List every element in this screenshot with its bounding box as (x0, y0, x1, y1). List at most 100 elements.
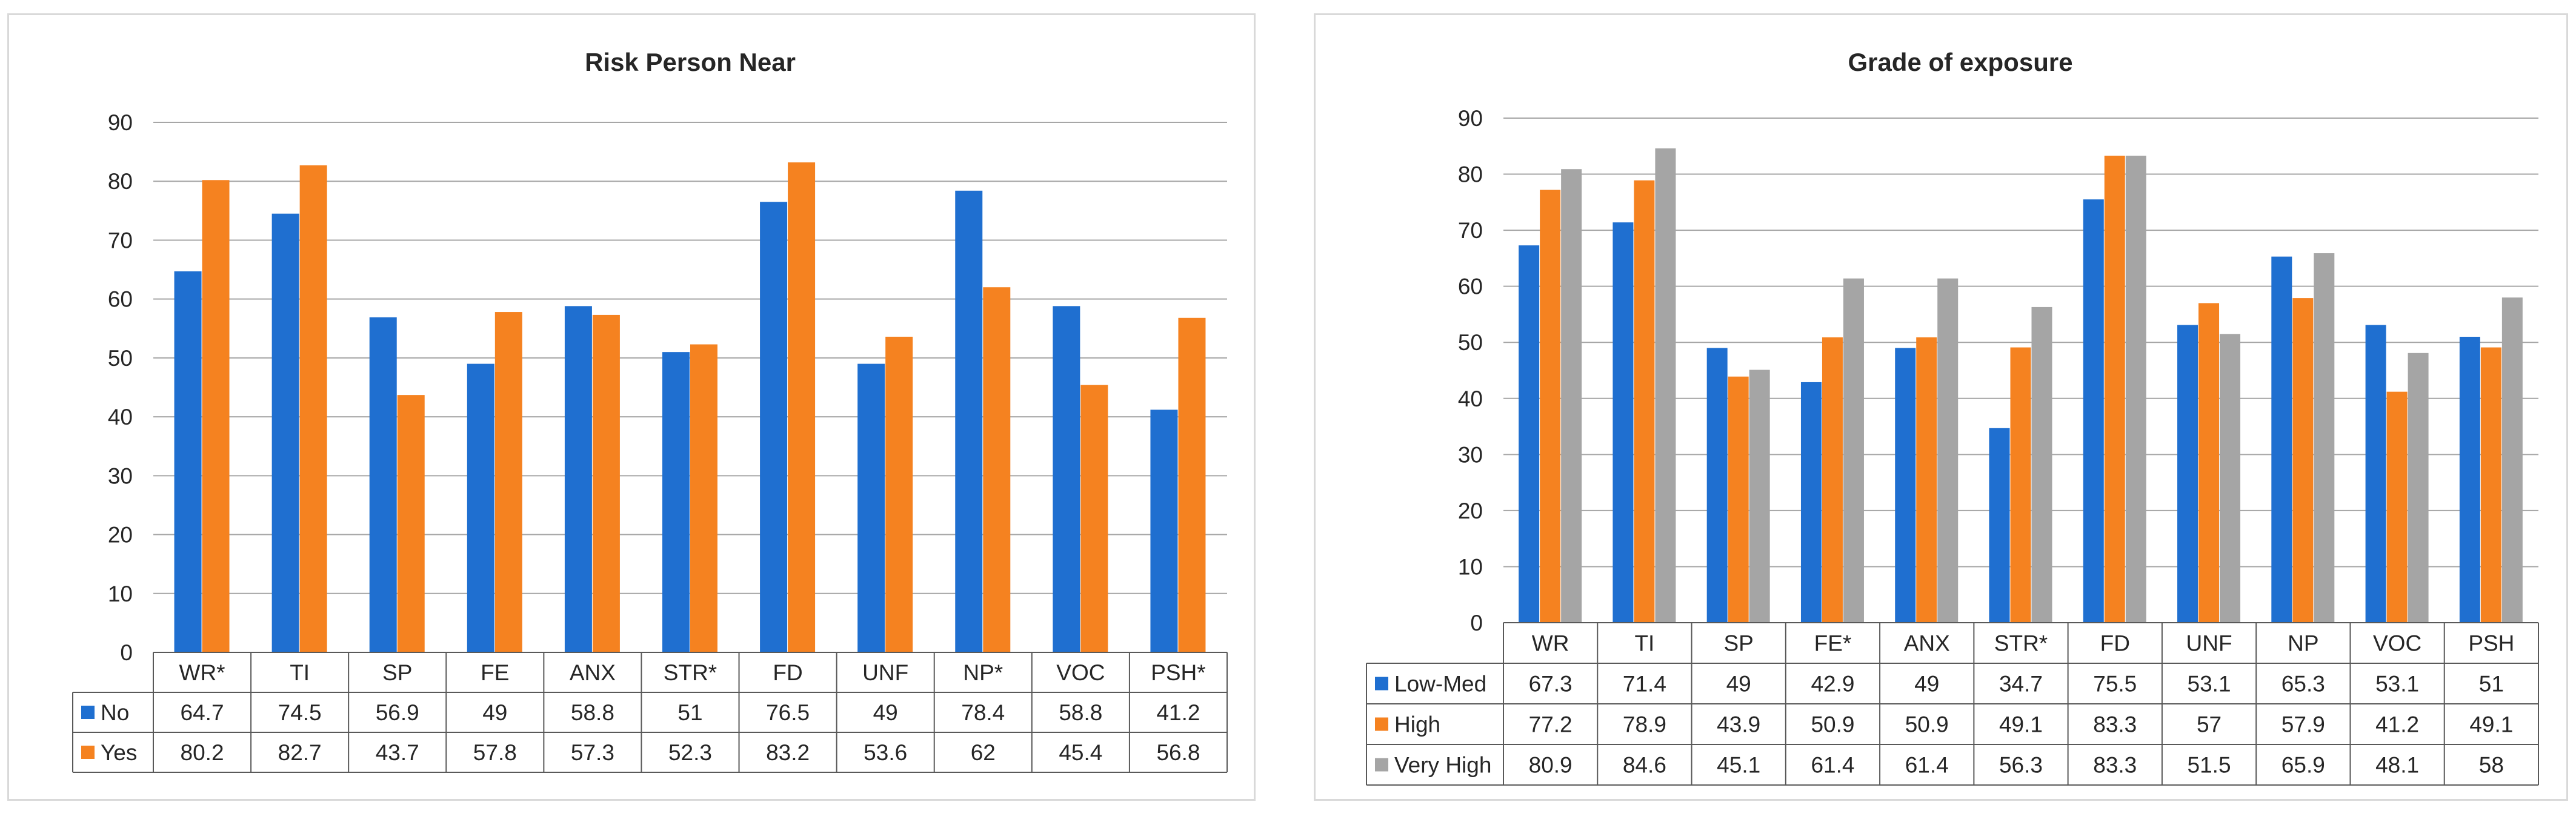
bar-yes (592, 314, 620, 652)
data-table-value: 83.2 (766, 740, 810, 765)
x-category-label: PSH* (1151, 660, 1205, 685)
bar-no (1150, 409, 1178, 652)
bar-yes (494, 312, 522, 652)
y-tick-label: 80 (108, 169, 133, 194)
data-table-value: 56.9 (376, 700, 419, 725)
bar-very-high (2125, 156, 2146, 623)
data-table-value: 45.1 (1717, 753, 1760, 778)
data-table-value: 53.1 (2375, 672, 2419, 697)
bar-no (564, 306, 592, 652)
x-category-label: NP* (963, 660, 1003, 685)
x-category-label: WR (1532, 631, 1569, 656)
bar-very-high (1749, 369, 1770, 623)
data-table-value: 49 (873, 700, 898, 725)
legend-swatch (81, 746, 95, 759)
x-category-label: NP (2288, 631, 2318, 656)
bar-high (1822, 337, 1843, 623)
bar-high (1916, 337, 1937, 623)
y-tick-label: 30 (108, 463, 133, 488)
bar-yes (885, 336, 913, 652)
data-table-value: 56.8 (1156, 740, 1200, 765)
bar-very-high (2501, 297, 2523, 623)
data-table-value: 56.3 (1999, 753, 2043, 778)
legend-label: Very High (1394, 753, 1491, 778)
y-tick-label: 50 (108, 346, 133, 371)
data-table-value: 52.3 (668, 740, 712, 765)
x-category-label: STR* (664, 660, 717, 685)
data-table-value: 74.5 (278, 700, 322, 725)
x-category-label: VOC (2373, 631, 2421, 656)
x-category-label: FE* (1814, 631, 1852, 656)
data-table-value: 83.3 (2093, 753, 2137, 778)
y-tick-label: 0 (120, 640, 133, 665)
bar-yes (983, 287, 1011, 652)
bar-high (2010, 347, 2031, 623)
data-table-value: 65.9 (2281, 753, 2325, 778)
bar-low-med (2271, 256, 2292, 623)
data-table-value: 51 (2479, 672, 2504, 697)
data-table-value: 49 (482, 700, 507, 725)
y-tick-label: 60 (108, 287, 133, 312)
bar-high (1634, 180, 1655, 623)
legend-label: No (101, 700, 129, 725)
x-category-label: PSH (2468, 631, 2514, 656)
bar-low-med (2459, 336, 2480, 623)
bar-yes (690, 344, 717, 652)
data-table-value: 61.4 (1905, 753, 1949, 778)
chart-panel-grade-of-exposure: Grade of exposure 0 10 20 30 40 50 60 70 80 90 WR TI… (1314, 13, 2568, 801)
bar-no (1053, 306, 1080, 652)
legend-label: Yes (101, 740, 137, 765)
x-category-label: SP (382, 660, 412, 685)
y-tick-label: 10 (1458, 554, 1483, 579)
y-tick-label: 50 (1458, 330, 1483, 355)
data-table-value: 82.7 (278, 740, 322, 765)
data-table-value: 50.9 (1811, 712, 1854, 737)
chart-risk-person-near: Risk Person Near 0 10 20 30 40 50 60 70 80 90 WR* TI… (72, 48, 1228, 773)
data-table-value: 75.5 (2093, 672, 2137, 697)
bar-high (2104, 156, 2125, 623)
chart-title: Risk Person Near (585, 48, 796, 76)
bar-low-med (1989, 428, 2010, 623)
x-category-label: WR* (179, 660, 225, 685)
bar-high (2480, 347, 2501, 623)
bar-yes (397, 395, 425, 652)
data-table-value: 65.3 (2281, 672, 2325, 697)
data-table-value: 49 (1726, 672, 1751, 697)
bar-high (2292, 298, 2314, 623)
y-tick-label: 80 (1458, 162, 1483, 187)
data-table-value: 77.2 (1529, 712, 1573, 737)
bar-very-high (2031, 306, 2052, 623)
bar-very-high (1843, 278, 1864, 623)
data-table-value: 51 (677, 700, 702, 725)
chart-title: Grade of exposure (1848, 48, 2072, 76)
y-tick-label: 10 (108, 581, 133, 606)
y-tick-label: 90 (108, 110, 133, 135)
y-tick-label: 70 (108, 228, 133, 253)
bar-no (271, 213, 299, 652)
bar-high (1728, 376, 1749, 623)
x-category-label: UNF (862, 660, 908, 685)
bar-very-high (2220, 334, 2241, 623)
bar-no (760, 202, 788, 652)
y-tick-label: 20 (108, 523, 133, 548)
bar-no (467, 363, 494, 652)
bar-very-high (2408, 353, 2429, 623)
legend-swatch (81, 706, 95, 719)
x-category-label: VOC (1056, 660, 1105, 685)
data-table-value: 67.3 (1529, 672, 1573, 697)
bar-low-med (2177, 325, 2198, 623)
legend-label: Low-Med (1394, 672, 1486, 697)
x-category-label: FE (481, 660, 509, 685)
legend-swatch (1375, 758, 1388, 772)
bar-no (857, 363, 885, 652)
legend-swatch (1375, 677, 1388, 691)
data-table-value: 49.1 (2469, 712, 2513, 737)
bar-low-med (1519, 245, 1540, 623)
data-table-value: 51.5 (2188, 753, 2231, 778)
y-tick-label: 40 (1458, 386, 1483, 411)
bar-low-med (1895, 348, 1916, 623)
bar-very-high (1937, 278, 1959, 623)
bar-no (174, 271, 202, 652)
data-table-value: 45.4 (1059, 740, 1102, 765)
bar-yes (788, 162, 816, 653)
